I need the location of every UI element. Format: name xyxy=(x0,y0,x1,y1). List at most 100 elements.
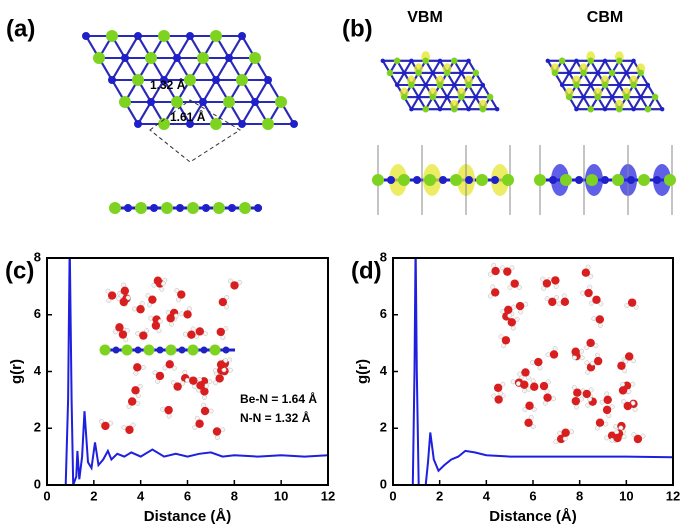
bond xyxy=(632,96,642,110)
atom xyxy=(476,174,488,186)
hydrogen xyxy=(191,384,197,390)
atom xyxy=(573,81,580,89)
atom xyxy=(452,82,457,88)
oxygen xyxy=(582,389,591,399)
hydrogen xyxy=(228,278,233,284)
oxygen xyxy=(595,315,605,324)
atom xyxy=(437,107,443,112)
atom xyxy=(423,82,428,88)
atom xyxy=(186,32,194,40)
structures xyxy=(82,30,676,215)
hydrogen xyxy=(182,331,188,337)
oxygen xyxy=(625,352,634,361)
hydrogen xyxy=(509,265,515,271)
y-tick-label: 2 xyxy=(380,420,387,435)
atom xyxy=(106,30,118,42)
hydrogen xyxy=(620,381,625,387)
hydrogen xyxy=(214,435,220,440)
atom xyxy=(135,202,147,214)
oxygen xyxy=(166,314,175,323)
atom xyxy=(595,70,601,76)
atom xyxy=(617,82,622,88)
bond xyxy=(202,79,217,103)
hydrogen xyxy=(597,322,603,328)
y-tick-label: 2 xyxy=(34,420,41,435)
oxygen xyxy=(627,298,637,307)
oxygen xyxy=(151,321,161,330)
atom xyxy=(612,174,624,186)
hydrogen xyxy=(591,316,597,322)
hydrogen xyxy=(113,329,118,335)
atom xyxy=(602,107,608,112)
orbital xyxy=(491,164,509,196)
hydrogen xyxy=(170,380,176,385)
oxygen xyxy=(195,327,205,336)
hydrogen xyxy=(609,404,615,410)
hydrogen xyxy=(99,418,104,424)
oxygen xyxy=(503,267,512,276)
atom xyxy=(580,69,587,77)
oxygen xyxy=(164,405,173,415)
hydrogen xyxy=(491,393,497,399)
oxygen xyxy=(133,363,142,372)
hydrogen xyxy=(614,429,620,435)
panel-label: (b) xyxy=(342,15,373,42)
atom xyxy=(424,174,436,186)
x-tick-label: 4 xyxy=(483,488,491,503)
oxygen xyxy=(155,371,165,381)
bond xyxy=(467,96,477,110)
atom xyxy=(574,107,579,112)
bond xyxy=(575,96,585,110)
hydrogen xyxy=(588,273,594,279)
atom xyxy=(93,52,105,64)
oxygen xyxy=(101,421,110,431)
hydrogen xyxy=(626,388,632,394)
hydrogen xyxy=(569,429,574,435)
hydrogen xyxy=(621,399,627,404)
oxygen xyxy=(618,386,628,395)
x-tick-label: 2 xyxy=(90,488,97,503)
atom xyxy=(601,81,609,89)
atom xyxy=(545,58,550,63)
hydrogen xyxy=(192,424,198,430)
atom xyxy=(236,74,248,86)
atom xyxy=(171,96,183,108)
atom xyxy=(99,344,111,356)
atom xyxy=(473,94,478,100)
y-tick-label: 6 xyxy=(34,306,41,321)
hydrogen xyxy=(106,298,112,304)
atom xyxy=(609,94,615,100)
hydrogen xyxy=(201,402,207,408)
hydrogen xyxy=(598,301,604,307)
atom xyxy=(145,52,157,64)
hydrogen xyxy=(488,271,493,277)
oxygen xyxy=(507,318,517,327)
atom xyxy=(660,107,665,112)
line xyxy=(47,258,328,485)
oxygen xyxy=(218,297,228,307)
atom xyxy=(439,176,447,184)
hydrogen xyxy=(530,424,536,430)
hydrogen xyxy=(579,349,585,354)
atom xyxy=(480,82,486,88)
y-tick-label: 0 xyxy=(380,476,387,491)
atom xyxy=(228,204,236,212)
atom xyxy=(408,81,415,89)
bond xyxy=(460,60,470,74)
oxygen xyxy=(125,425,134,435)
atom xyxy=(409,107,414,112)
oxygen xyxy=(556,434,566,444)
atom xyxy=(121,344,133,356)
bond xyxy=(446,84,456,98)
atom xyxy=(587,57,594,65)
atom xyxy=(380,58,385,63)
oxygen xyxy=(139,331,148,340)
hydrogen xyxy=(518,309,524,315)
atom xyxy=(161,202,173,214)
atom xyxy=(534,174,546,186)
atom xyxy=(134,120,142,128)
bond xyxy=(474,84,484,98)
oxygen xyxy=(595,418,605,427)
oxygen xyxy=(195,419,204,428)
atom xyxy=(238,120,246,128)
